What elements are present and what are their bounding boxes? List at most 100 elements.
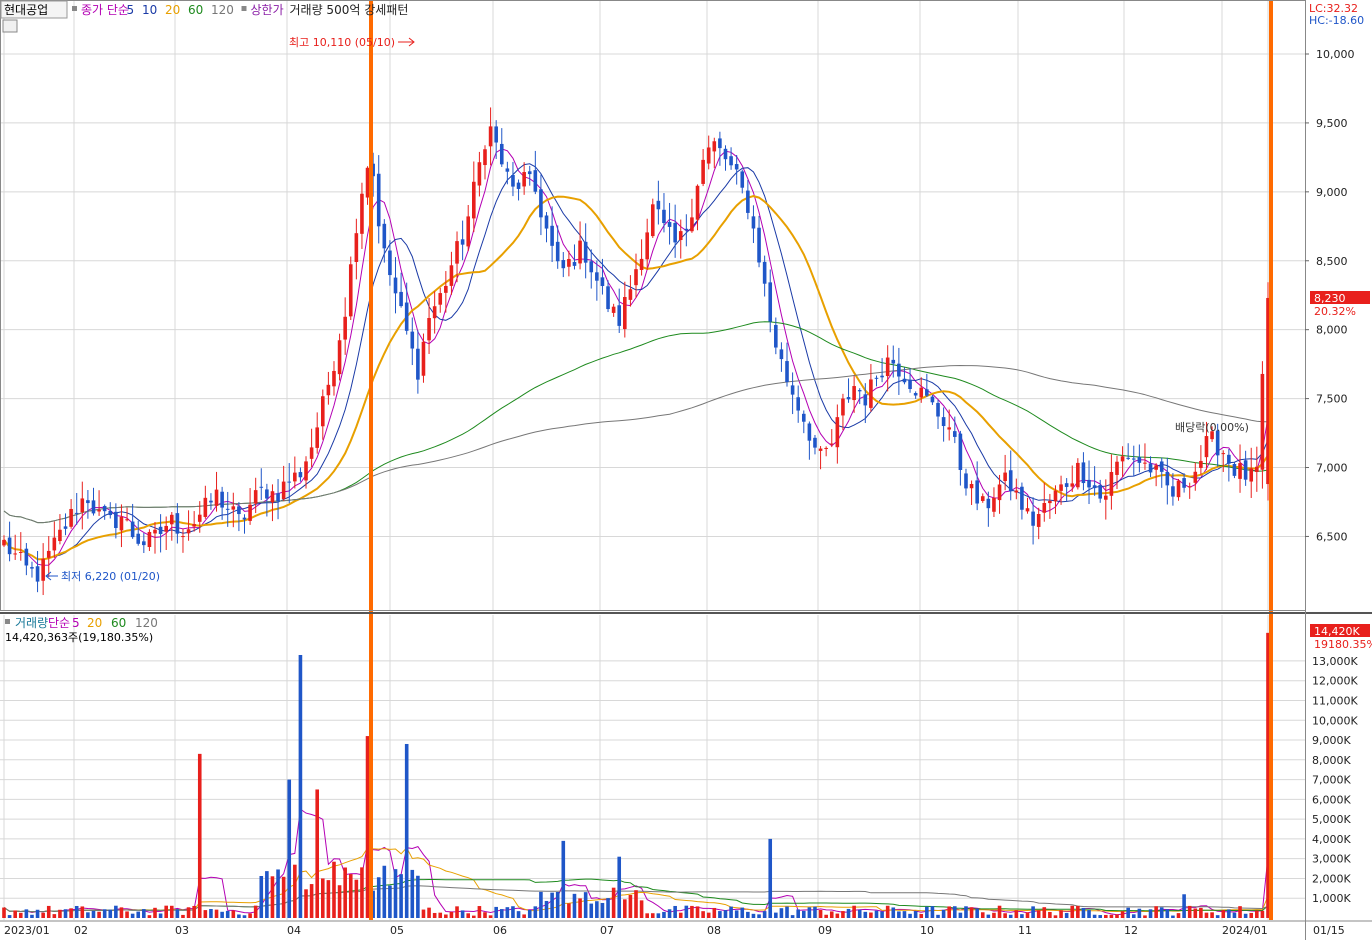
volume-sub: 19180.35%	[1314, 638, 1372, 651]
volume-bar	[913, 911, 918, 918]
volume-bar	[74, 905, 79, 918]
volume-bar	[365, 736, 370, 918]
high-label: 최고 10,110 (05/10)	[289, 36, 395, 49]
volume-bar	[114, 905, 118, 918]
date-axis: 2023/01 02 03 04 05 06 07 08 09 10 11 12 2024/01 01/1…	[4, 924, 1345, 937]
candle-body	[897, 363, 901, 377]
volume-bar	[1120, 911, 1125, 918]
candle-body	[287, 481, 292, 483]
candle-body	[645, 232, 649, 260]
volume-bar	[701, 911, 705, 918]
dividend-label: 배당락(0.00%)	[1175, 421, 1249, 434]
candle-body	[225, 508, 230, 510]
volume-bar	[18, 912, 23, 918]
volume-bar	[729, 906, 733, 918]
candle-body	[1266, 297, 1270, 485]
candle-body	[801, 413, 806, 422]
volume-bar	[1115, 914, 1119, 918]
volume-bar	[388, 885, 392, 918]
volume-tick-label: 8,000K	[1312, 754, 1351, 767]
legend-item: 60	[111, 616, 126, 630]
volume-bar	[360, 867, 364, 918]
candle-body	[455, 241, 459, 264]
volume-bar	[1255, 910, 1259, 918]
candle-body	[97, 509, 101, 512]
candle-body	[142, 541, 146, 546]
price-tick-label: 7,500	[1316, 393, 1348, 406]
candle-body	[203, 497, 208, 517]
legend-marker	[241, 6, 247, 11]
volume-bar	[1003, 913, 1007, 918]
volume-bar	[527, 910, 532, 918]
volume-bar	[869, 912, 873, 918]
candle-body	[220, 491, 224, 508]
volume-bar	[857, 909, 862, 918]
volume-bar	[1092, 914, 1097, 918]
volume-bar	[1266, 632, 1270, 918]
candle-body	[589, 261, 594, 273]
candle-body	[1064, 483, 1069, 487]
volume-bar	[444, 914, 448, 918]
candle-body	[1137, 457, 1142, 463]
low-label: 최저 6,220 (01/20)	[61, 570, 160, 583]
candle-body	[186, 529, 191, 534]
candle-body	[1025, 508, 1030, 512]
candle-body	[197, 514, 202, 522]
volume-bar	[136, 911, 141, 918]
volume-bar	[416, 875, 420, 918]
candle-body	[757, 227, 761, 263]
candle-body	[242, 517, 247, 520]
volume-bar	[723, 910, 728, 918]
volume-bar	[964, 906, 968, 918]
candle-body	[1176, 480, 1181, 498]
volume-bar	[466, 913, 471, 918]
volume-summary: 14,420,363주(19,180.35%)	[5, 631, 153, 644]
candle-body	[774, 324, 778, 348]
volume-bar	[712, 907, 717, 918]
candle-body	[936, 402, 940, 417]
candle-body	[505, 168, 510, 172]
volume-bar	[169, 905, 174, 918]
volume-bar	[472, 915, 476, 918]
candle-body	[466, 216, 471, 247]
candle-body	[1255, 466, 1259, 472]
calendar-icon[interactable]	[2, 19, 18, 33]
candle-body	[595, 272, 599, 281]
volume-bar	[1193, 908, 1198, 918]
candle-body	[718, 138, 722, 149]
candle-body	[762, 261, 767, 284]
candle-body	[572, 262, 577, 266]
candle-body	[298, 472, 303, 478]
volume-bar	[192, 905, 196, 918]
candle-body	[958, 433, 963, 470]
candle-body	[209, 500, 213, 503]
volume-bar	[181, 914, 185, 918]
candle-body	[69, 508, 73, 527]
legend-marker	[72, 6, 77, 11]
candle-body	[102, 506, 107, 512]
price-tick-label: 6,500	[1316, 530, 1348, 543]
candle-body	[365, 167, 370, 198]
candle-body	[130, 521, 135, 538]
legend-item: 120	[135, 616, 158, 630]
candle-body	[360, 193, 364, 234]
candle-body	[259, 486, 264, 488]
candle-body	[488, 126, 493, 147]
volume-bar	[813, 906, 817, 918]
volume-bar	[1260, 910, 1265, 918]
volume-bar	[852, 905, 856, 918]
candle-body	[18, 551, 23, 553]
legend-item: 종가 단순	[81, 3, 129, 17]
candle-body	[136, 533, 141, 544]
volume-bar	[1249, 912, 1254, 918]
candle-body	[807, 423, 812, 441]
volume-bar	[270, 876, 275, 918]
candle-body	[952, 431, 957, 437]
stock-name-box[interactable]	[0, 0, 68, 19]
volume-bar	[354, 879, 359, 918]
volume-tag-box	[1310, 624, 1370, 637]
candle-body	[684, 228, 689, 231]
volume-bar	[919, 913, 924, 918]
candle-body	[63, 526, 68, 529]
volume-bar	[421, 909, 426, 918]
